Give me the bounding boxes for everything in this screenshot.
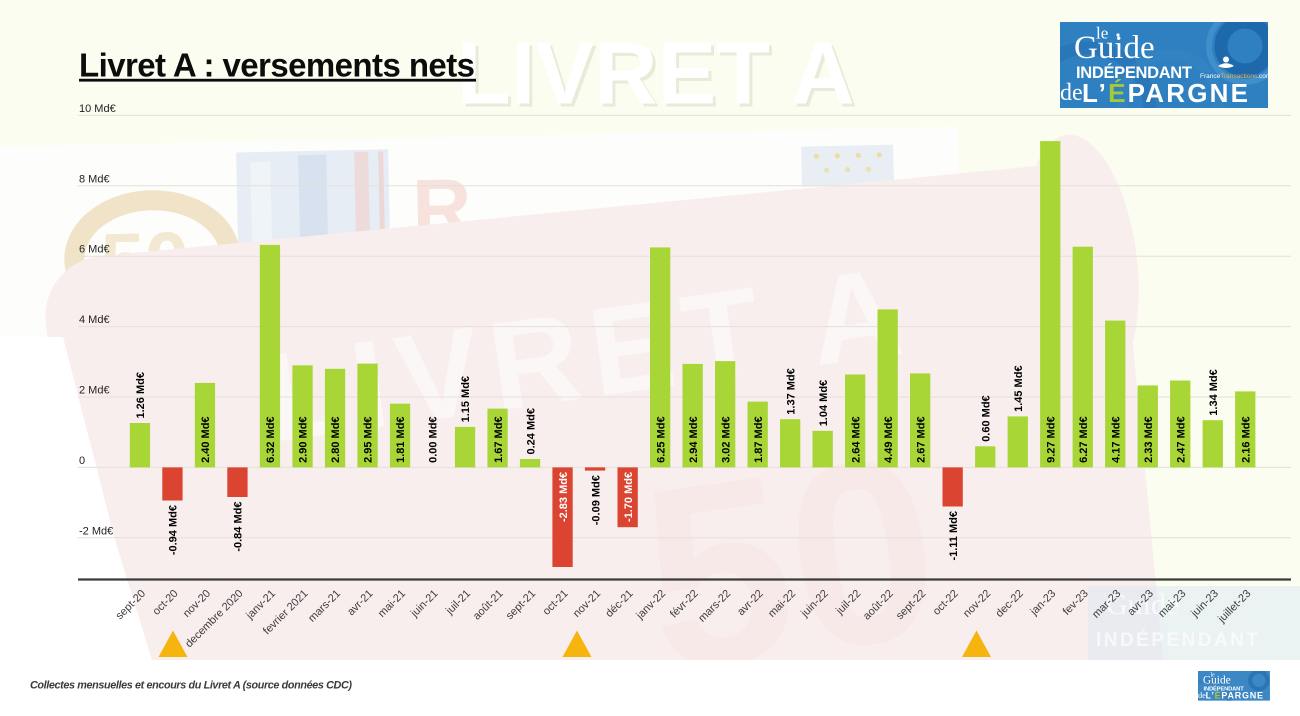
svg-text:-2.83 Md€: -2.83 Md€ [558, 472, 570, 522]
svg-text:2.90 Md€: 2.90 Md€ [298, 416, 310, 462]
svg-text:2.16 Md€: 2.16 Md€ [1241, 416, 1253, 462]
svg-text:INDÉPENDANT: INDÉPENDANT [1076, 63, 1192, 82]
svg-text:le: le [1210, 673, 1215, 679]
svg-text:1.45 Md€: 1.45 Md€ [1013, 365, 1025, 411]
svg-text:1.34 Md€: 1.34 Md€ [1208, 369, 1220, 415]
svg-text:1.67 Md€: 1.67 Md€ [493, 416, 505, 462]
svg-text:0.00 Md€: 0.00 Md€ [428, 416, 440, 462]
svg-text:Guide: Guide [1203, 674, 1231, 686]
svg-text:LIVRET A: LIVRET A [460, 27, 858, 126]
svg-text:L’ÉPARGNE: L’ÉPARGNE [1082, 78, 1250, 108]
svg-text:-0.84 Md€: -0.84 Md€ [233, 502, 245, 552]
svg-text:Livret A : versements nets: Livret A : versements nets [79, 47, 475, 84]
svg-text:-0.94 Md€: -0.94 Md€ [168, 505, 180, 555]
svg-text:1.37 Md€: 1.37 Md€ [785, 368, 797, 414]
svg-text:2.95 Md€: 2.95 Md€ [363, 416, 375, 462]
svg-text:4.49 Md€: 4.49 Md€ [883, 416, 895, 462]
svg-text:Guide: Guide [1074, 30, 1155, 66]
svg-text:0.60 Md€: 0.60 Md€ [980, 395, 992, 441]
svg-text:2.67 Md€: 2.67 Md€ [915, 416, 927, 462]
svg-text:3.02 Md€: 3.02 Md€ [720, 416, 732, 462]
svg-text:9.27 Md€: 9.27 Md€ [1045, 416, 1057, 462]
svg-text:0.24 Md€: 0.24 Md€ [525, 408, 537, 454]
svg-text:2 Md€: 2 Md€ [79, 385, 110, 397]
svg-text:2.33 Md€: 2.33 Md€ [1143, 416, 1155, 462]
svg-text:de: de [1198, 691, 1206, 700]
svg-text:Guide: Guide [1106, 588, 1179, 621]
svg-text:INDÉPENDANT: INDÉPENDANT [1096, 629, 1258, 651]
svg-text:L’ÉPARGNE: L’ÉPARGNE [1206, 690, 1264, 701]
svg-text:de: de [1060, 80, 1083, 106]
svg-text:0: 0 [79, 455, 85, 467]
svg-text:INDÉPENDANT: INDÉPENDANT [1204, 684, 1245, 692]
svg-text:6.32 Md€: 6.32 Md€ [265, 416, 277, 462]
svg-text:1.04 Md€: 1.04 Md€ [818, 380, 830, 426]
svg-text:le: le [1096, 23, 1108, 42]
svg-text:2.47 Md€: 2.47 Md€ [1176, 416, 1188, 462]
svg-text:1.81 Md€: 1.81 Md€ [395, 416, 407, 462]
svg-text:2.94 Md€: 2.94 Md€ [688, 416, 700, 462]
svg-text:-1.70 Md€: -1.70 Md€ [623, 472, 635, 522]
svg-text:6.25 Md€: 6.25 Md€ [655, 416, 667, 462]
svg-text:FranceTransactions.com: FranceTransactions.com [1200, 73, 1271, 80]
svg-text:8 Md€: 8 Md€ [79, 173, 110, 185]
svg-text:LIVRET A: LIVRET A [457, 24, 855, 123]
svg-text:2.40 Md€: 2.40 Md€ [200, 416, 212, 462]
svg-text:1.26 Md€: 1.26 Md€ [135, 372, 147, 418]
svg-text:6 Md€: 6 Md€ [79, 244, 110, 256]
svg-text:4.17 Md€: 4.17 Md€ [1111, 416, 1123, 462]
svg-text:10 Md€: 10 Md€ [79, 103, 116, 115]
svg-text:6.27 Md€: 6.27 Md€ [1078, 416, 1090, 462]
svg-text:-2 Md€: -2 Md€ [79, 525, 113, 537]
svg-text:-1.11 Md€: -1.11 Md€ [948, 511, 960, 561]
svg-text:-0.09 Md€: -0.09 Md€ [590, 475, 602, 525]
svg-text:4 Md€: 4 Md€ [79, 314, 110, 326]
svg-text:2.80 Md€: 2.80 Md€ [330, 416, 342, 462]
svg-text:Collectes mensuelles et encour: Collectes mensuelles et encours du Livre… [30, 679, 352, 691]
svg-text:2.64 Md€: 2.64 Md€ [850, 416, 862, 462]
svg-text:1.15 Md€: 1.15 Md€ [460, 376, 472, 422]
svg-text:1.87 Md€: 1.87 Md€ [753, 416, 765, 462]
